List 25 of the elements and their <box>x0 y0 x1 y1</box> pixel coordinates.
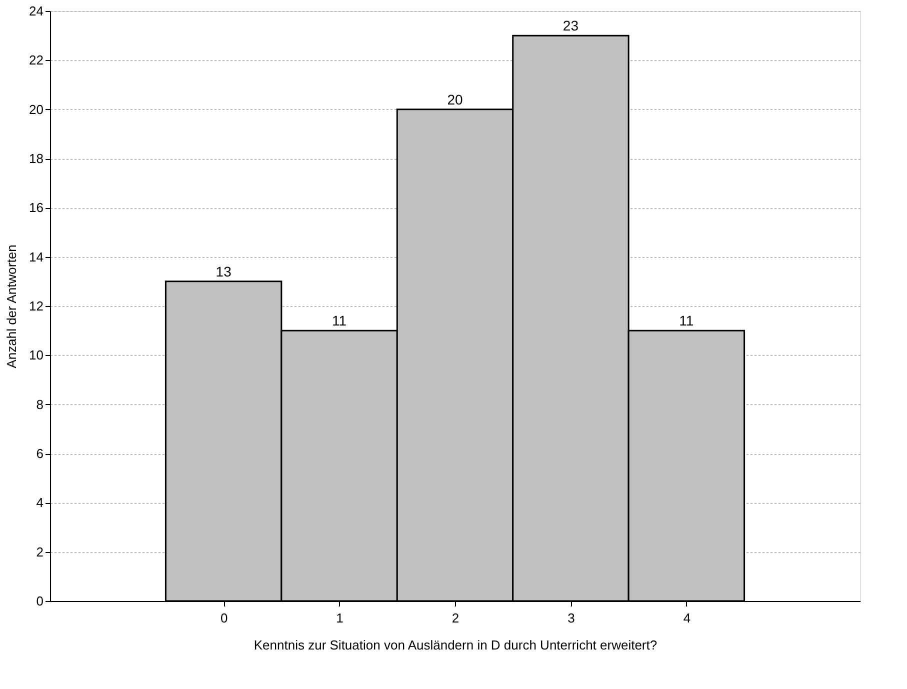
x-tick-label: 4 <box>683 610 691 626</box>
y-tick-label: 4 <box>36 495 44 510</box>
x-tick-label: 3 <box>568 610 575 626</box>
y-tick-label: 6 <box>36 446 44 461</box>
data-label: 11 <box>332 312 347 329</box>
y-tick-label: 0 <box>36 594 44 608</box>
y-tick-label: 24 <box>29 4 44 18</box>
y-tick-label: 10 <box>29 348 44 363</box>
y-axis-title: Anzahl der Antworten <box>4 244 20 368</box>
y-tick-label: 22 <box>29 52 44 68</box>
y-tick-label: 14 <box>29 249 44 264</box>
data-label: 13 <box>216 263 232 280</box>
x-tick-label: 0 <box>220 610 228 626</box>
y-tick-label: 2 <box>36 544 44 560</box>
y-tick-label: 8 <box>36 396 44 412</box>
x-axis-title: Kenntnis zur Situation von Ausländern in D durch Unterricht erweitert? <box>254 638 658 652</box>
data-label: 20 <box>447 91 463 108</box>
y-tick-label: 16 <box>29 200 44 216</box>
data-label: 23 <box>562 18 579 34</box>
x-tick-label: 1 <box>336 610 344 626</box>
y-tick-label: 12 <box>29 298 44 314</box>
y-tick-label: 20 <box>29 102 44 117</box>
y-tick-label: 18 <box>29 151 44 166</box>
x-tick-label: 2 <box>452 610 460 626</box>
data-label: 11 <box>679 312 694 329</box>
